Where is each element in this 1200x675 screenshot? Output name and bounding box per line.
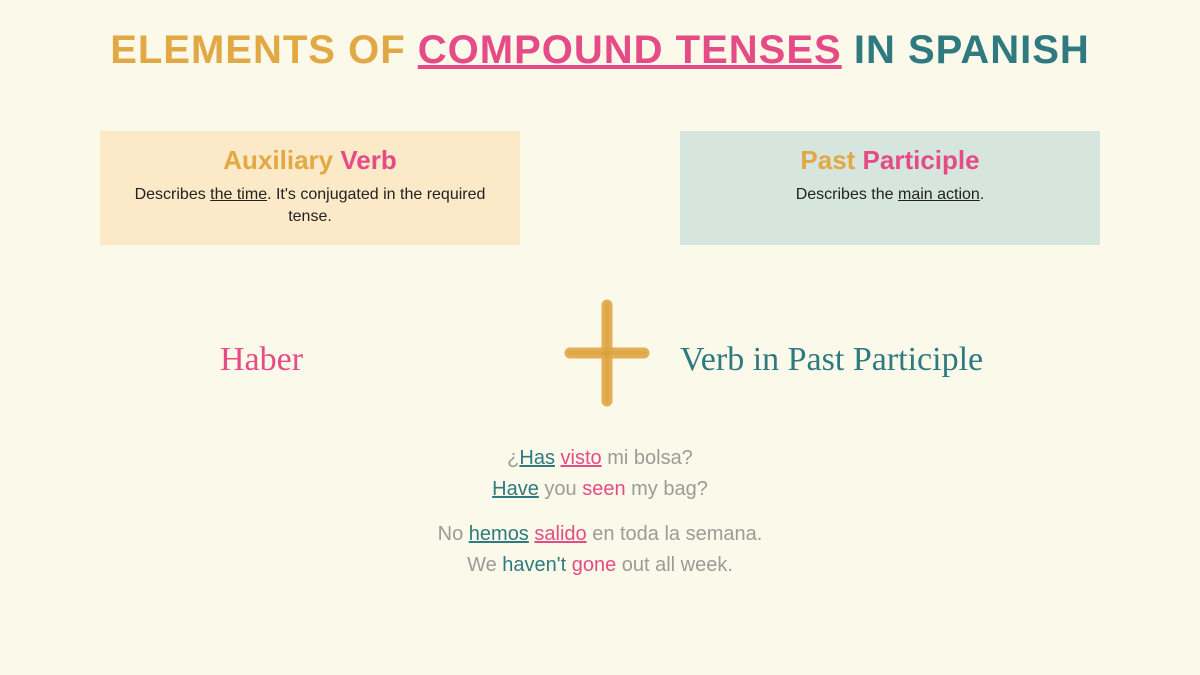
ex2-en-pp: gone [572, 554, 617, 576]
ex1-en-mid: you [539, 478, 582, 500]
example-1: ¿Has visto mi bolsa? Have you seen my ba… [0, 443, 1200, 505]
ex2-en-pre: We [467, 554, 502, 576]
ex1-es-pre: ¿ [507, 447, 519, 469]
card-pp-desc-post: . [980, 186, 984, 203]
examples: ¿Has visto mi bolsa? Have you seen my ba… [0, 443, 1200, 581]
ex1-es-aux: Has [519, 447, 555, 469]
infographic-canvas: ELEMENTS OF COMPOUND TENSES IN SPANISH A… [0, 0, 1200, 675]
example-1-es: ¿Has visto mi bolsa? [0, 443, 1200, 474]
card-pp-title-1: Past [800, 145, 855, 175]
card-auxiliary-desc-underline: the time [210, 186, 267, 203]
card-auxiliary-verb: Auxiliary Verb Describes the time. It's … [100, 131, 520, 245]
card-auxiliary-title-2: Verb [340, 145, 396, 175]
card-pp-desc: Describes the main action. [702, 184, 1078, 206]
card-auxiliary-desc-pre: Describes [135, 186, 211, 203]
ex2-es-aux: hemos [469, 523, 529, 545]
ex2-es-pre: No [438, 523, 469, 545]
example-2: No hemos salido en toda la semana. We ha… [0, 519, 1200, 581]
ex2-en-aux: haven't [502, 554, 566, 576]
example-2-es: No hemos salido en toda la semana. [0, 519, 1200, 550]
title-elements: ELEMENTS OF [110, 28, 405, 73]
page-title: ELEMENTS OF COMPOUND TENSES IN SPANISH [0, 0, 1200, 73]
formula-row: Haber Verb in Past Participle [0, 305, 1200, 425]
card-auxiliary-title-1: Auxiliary [223, 145, 333, 175]
cards-row: Auxiliary Verb Describes the time. It's … [0, 131, 1200, 245]
card-past-participle: Past Participle Describes the main actio… [680, 131, 1100, 245]
card-pp-desc-pre: Describes the [796, 186, 898, 203]
title-compound: COMPOUND TENSES [418, 28, 842, 73]
formula-verb-pp: Verb in Past Participle [680, 341, 983, 379]
card-pp-title-2: Participle [863, 145, 980, 175]
ex1-es-pp: visto [561, 447, 602, 469]
formula-haber: Haber [220, 341, 303, 379]
ex2-es-pp: salido [534, 523, 586, 545]
card-auxiliary-title: Auxiliary Verb [122, 145, 498, 176]
ex1-en-post: my bag? [626, 478, 708, 500]
ex1-en-pp: seen [582, 478, 625, 500]
example-2-en: We haven't gone out all week. [0, 550, 1200, 581]
card-pp-desc-underline: main action [898, 186, 980, 203]
card-pp-title: Past Participle [702, 145, 1078, 176]
card-auxiliary-desc-post: . It's conjugated in the required tense. [267, 186, 485, 225]
plus-icon [562, 299, 652, 407]
ex2-es-post: en toda la semana. [587, 523, 763, 545]
ex2-en-post: out all week. [616, 554, 733, 576]
title-in-spanish: IN SPANISH [854, 28, 1090, 73]
ex1-es-post: mi bolsa? [602, 447, 693, 469]
card-auxiliary-desc: Describes the time. It's conjugated in t… [122, 184, 498, 227]
example-1-en: Have you seen my bag? [0, 474, 1200, 505]
ex1-en-aux: Have [492, 478, 539, 500]
